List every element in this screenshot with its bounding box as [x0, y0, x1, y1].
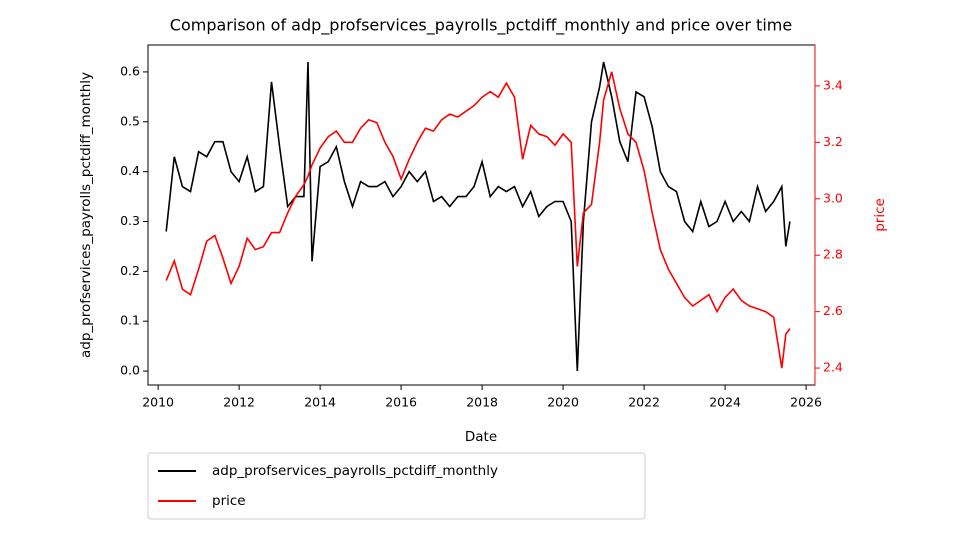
- y-tick-label: 0.1: [120, 313, 140, 328]
- x-tick-label: 2020: [547, 395, 579, 410]
- y2-axis-label: price: [872, 198, 888, 232]
- series-line: [165, 71, 791, 369]
- y-axis-label: adp_profservices_payrolls_pctdiff_monthl…: [78, 72, 94, 358]
- x-tick-label: 2010: [142, 395, 174, 410]
- legend-label: price: [212, 493, 246, 509]
- chart-title: Comparison of adp_profservices_payrolls_…: [170, 16, 792, 36]
- y-tick-label: 0.4: [120, 163, 140, 178]
- x-tick-label: 2026: [790, 395, 822, 410]
- x-tick-label: 2018: [466, 395, 498, 410]
- y-tick-label: 0.0: [120, 363, 140, 378]
- y2-tick-label: 2.6: [823, 303, 843, 318]
- series-line: [165, 61, 791, 372]
- plot-frame: [147, 44, 816, 386]
- y2-tick-label: 3.0: [823, 190, 843, 205]
- x-tick-label: 2014: [304, 395, 336, 410]
- y-tick-label: 0.3: [120, 213, 140, 228]
- x-tick-label: 2016: [385, 395, 417, 410]
- y2-tick-label: 3.2: [823, 134, 843, 149]
- y-tick-label: 0.6: [120, 63, 140, 78]
- y-tick-label: 0.2: [120, 263, 140, 278]
- legend-label: adp_profservices_payrolls_pctdiff_monthl…: [212, 463, 498, 479]
- x-axis-label: Date: [465, 429, 497, 445]
- x-tick-label: 2024: [709, 395, 741, 410]
- x-tick-label: 2022: [628, 395, 660, 410]
- y-tick-label: 0.5: [120, 113, 140, 128]
- x-tick-label: 2012: [223, 395, 255, 410]
- legend-box: [147, 452, 646, 520]
- y2-tick-label: 2.8: [823, 247, 843, 262]
- y2-tick-label: 3.4: [823, 77, 843, 92]
- y2-tick-label: 2.4: [823, 360, 843, 375]
- legend: adp_profservices_payrolls_pctdiff_monthl…: [147, 452, 646, 520]
